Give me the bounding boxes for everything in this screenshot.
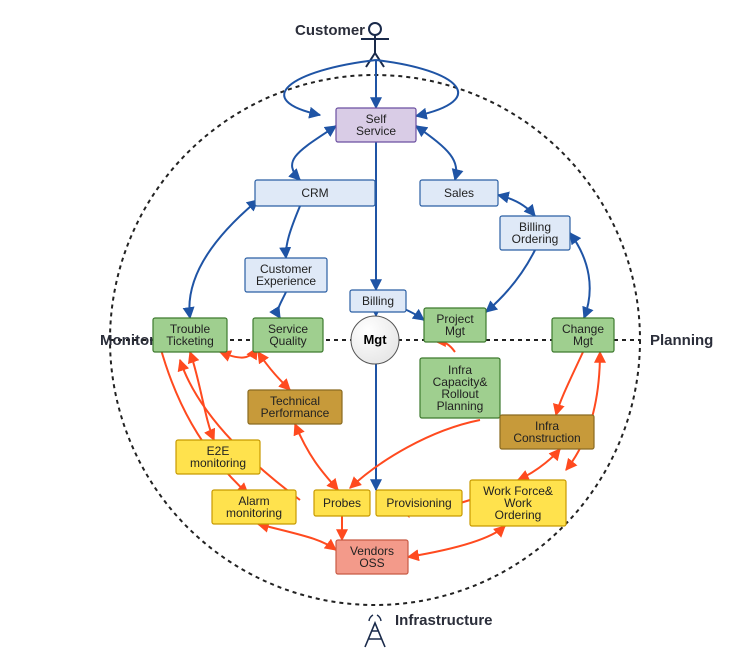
edge-24 [556,352,583,415]
node-alarm: Alarmmonitoring [212,490,296,524]
node-techperf: TechnicalPerformance [248,390,342,424]
node-infraplan: InfraCapacity&RolloutPlanning [420,358,500,418]
diagram-canvas: CustomerPlanningInfrastructureMonitoring… [0,0,750,658]
node-billing-label-0: Billing [362,294,394,308]
node-vendors: VendorsOSS [336,540,408,574]
node-svcq: ServiceQuality [253,318,323,352]
edge-22 [518,449,560,480]
node-probes: Probes [314,490,370,516]
edge-9 [570,233,590,318]
edge-27 [350,420,480,488]
edge-28 [435,341,455,352]
node-alarm-label-1: monitoring [226,506,282,520]
node-billord-label-1: Ordering [512,232,559,246]
node-sales-label-0: Sales [444,186,474,200]
node-prov: Provisioning [376,490,462,516]
node-techperf-label-1: Performance [261,406,330,420]
edge-8 [486,250,535,312]
edge-18 [295,424,338,490]
axis-label-right: Planning [650,332,713,349]
node-change: ChangeMgt [552,318,614,352]
node-billing: Billing [350,290,406,312]
node-self-label-1: Service [356,124,396,138]
node-wfwo-label-2: Ordering [495,508,542,522]
node-probes-label-0: Probes [323,496,361,510]
node-change-label-1: Mgt [573,334,594,348]
node-custexp-label-1: Experience [256,274,316,288]
axis-label-bottom: Infrastructure [395,612,493,629]
node-crm: CRM [255,180,375,206]
node-projmgt-label-1: Mgt [445,324,466,338]
node-svcq-label-1: Quality [269,334,306,348]
node-wfwo: Work Force&WorkOrdering [470,480,566,526]
edge-5 [278,292,286,318]
edge-19 [258,524,336,550]
node-crm-label-0: CRM [301,186,328,200]
edge-0 [284,60,376,115]
node-vendors-label-1: OSS [359,556,384,570]
node-custexp: CustomerExperience [245,258,327,292]
edge-21 [408,526,505,557]
edge-3 [416,126,456,180]
edge-4 [286,206,300,258]
edge-2 [292,126,336,180]
edge-7 [498,195,535,216]
node-self: SelfService [336,108,416,142]
node-projmgt: ProjectMgt [424,308,486,342]
center-label: Mgt [363,332,387,347]
axis-label-top: Customer [295,22,365,39]
node-e2e: E2Emonitoring [176,440,260,474]
node-infracon: InfraConstruction [500,415,594,449]
node-prov-label-0: Provisioning [386,496,451,510]
node-sales: Sales [420,180,498,206]
node-billord: BillingOrdering [500,216,570,250]
node-trouble-label-1: Ticketing [166,334,214,348]
edge-17 [258,352,290,390]
node-e2e-label-1: monitoring [190,456,246,470]
node-infraplan-label-3: Planning [437,399,484,413]
infrastructure-icon [365,615,385,647]
node-infracon-label-1: Construction [513,431,580,445]
node-trouble: TroubleTicketing [153,318,227,352]
edge-23 [566,352,600,470]
